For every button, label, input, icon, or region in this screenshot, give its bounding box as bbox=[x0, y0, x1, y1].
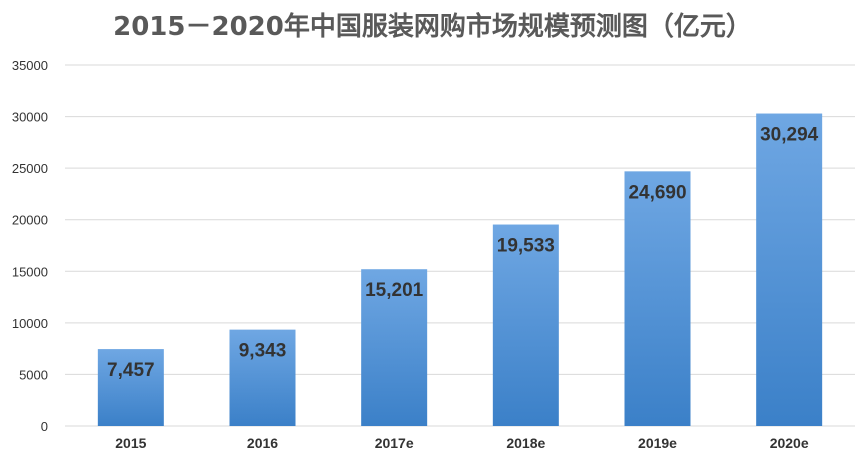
y-axis-ticks: 0 5000 10000 15000 20000 25000 30000 35000 bbox=[12, 58, 48, 434]
data-label-2017e: 15,201 bbox=[365, 280, 424, 301]
bar-2019e bbox=[624, 171, 691, 426]
x-tick-label: 2015 bbox=[115, 435, 146, 451]
x-tick-label: 2019e bbox=[638, 435, 677, 451]
bar-2020e bbox=[756, 113, 823, 426]
y-tick-label: 0 bbox=[41, 419, 48, 434]
x-tick-label: 2016 bbox=[247, 435, 278, 451]
bar-2016 bbox=[229, 329, 296, 426]
y-tick-label: 20000 bbox=[12, 213, 48, 228]
y-tick-label: 15000 bbox=[12, 264, 48, 279]
gridlines bbox=[65, 64, 855, 427]
data-label-2020e: 30,294 bbox=[760, 125, 819, 146]
y-tick-label: 10000 bbox=[12, 316, 48, 331]
x-axis-ticks: 2015 2016 2017e 2018e 2019e 2020e bbox=[115, 435, 809, 451]
bar-2017e bbox=[361, 269, 428, 426]
y-tick-label: 30000 bbox=[12, 110, 48, 125]
x-tick-label: 2018e bbox=[506, 435, 545, 451]
data-label-2016: 9,343 bbox=[239, 341, 287, 362]
bar-2018e bbox=[492, 224, 559, 426]
bar-2015 bbox=[97, 349, 164, 426]
chart-title: 2015－2020年中国服装网购市场规模预测图（亿元） bbox=[113, 12, 752, 42]
bars bbox=[97, 113, 823, 426]
data-label-2018e: 19,533 bbox=[497, 236, 555, 257]
data-label-2015: 7,457 bbox=[107, 360, 155, 381]
data-labels: 7,457 9,343 15,201 19,533 24,690 30,294 bbox=[107, 125, 819, 382]
y-tick-label: 5000 bbox=[19, 367, 48, 382]
x-tick-label: 2020e bbox=[770, 435, 809, 451]
x-tick-label: 2017e bbox=[375, 435, 414, 451]
y-tick-label: 25000 bbox=[12, 161, 48, 176]
y-tick-label: 35000 bbox=[12, 58, 48, 73]
data-label-2019e: 24,690 bbox=[628, 182, 686, 203]
